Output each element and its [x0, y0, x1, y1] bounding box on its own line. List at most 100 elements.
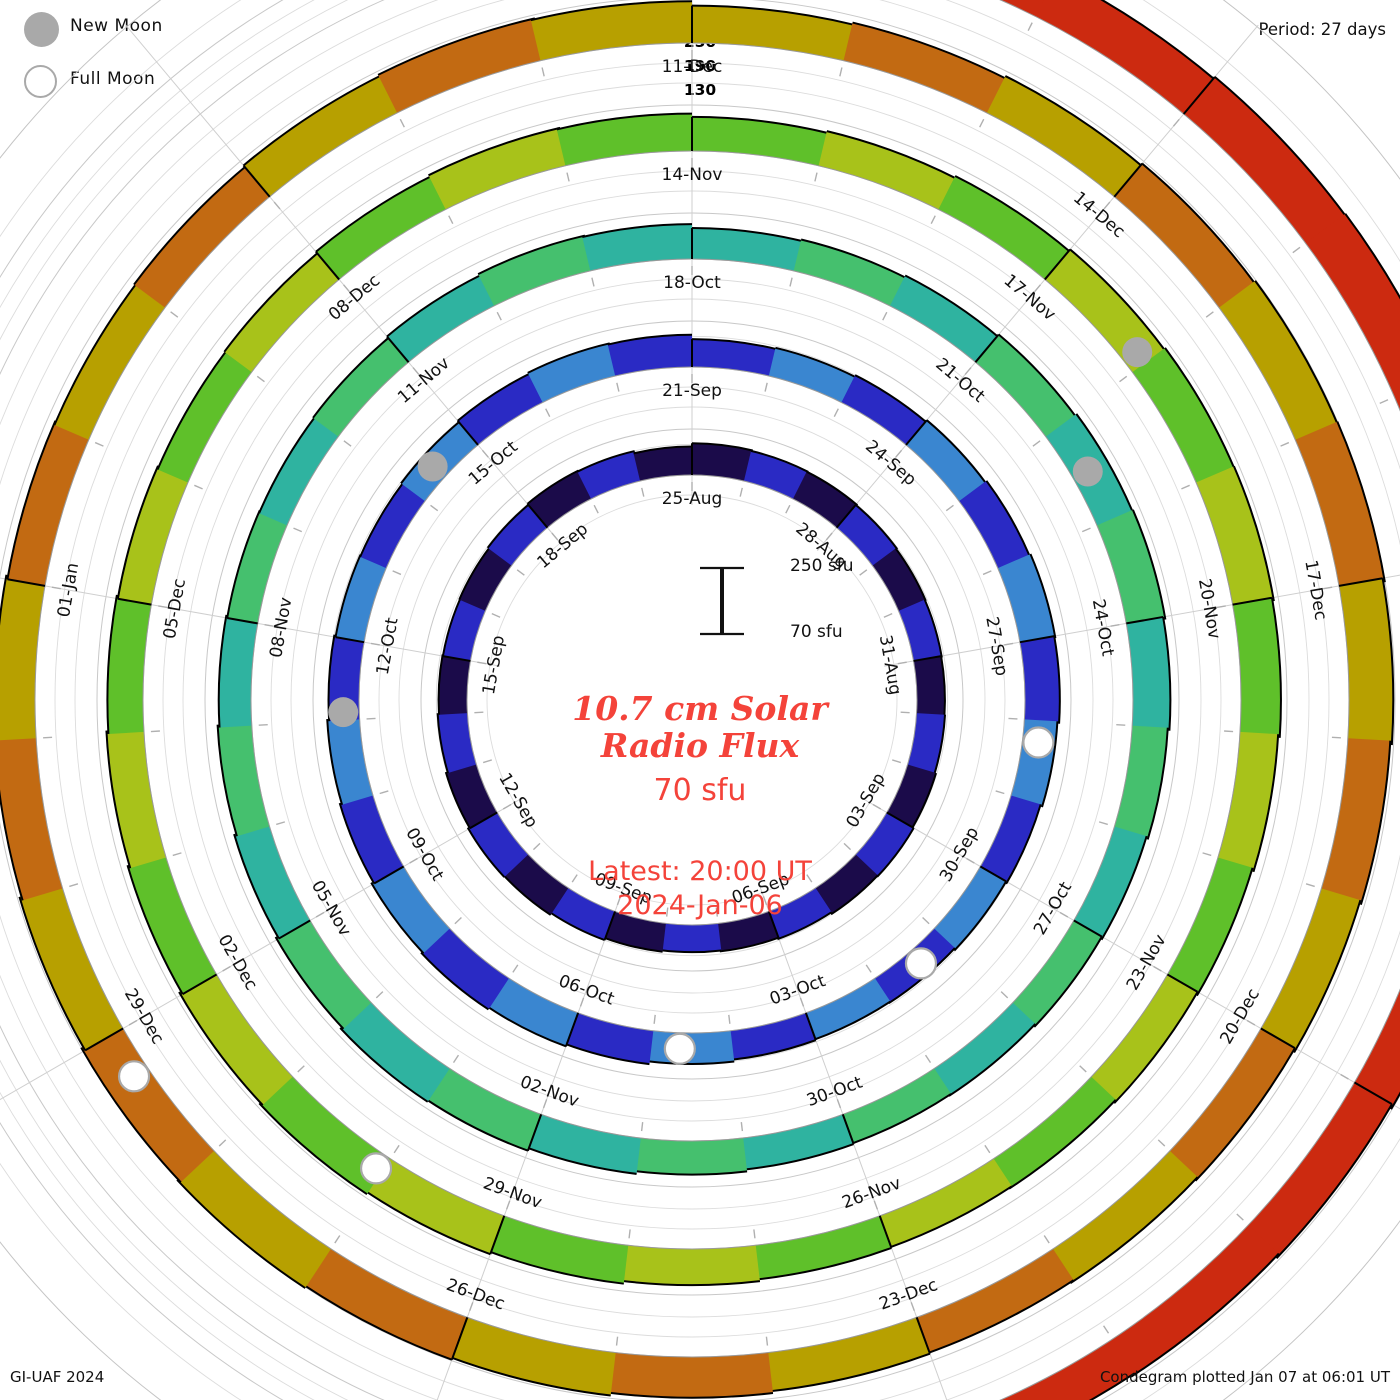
flux-segment — [898, 599, 942, 663]
flux-segment — [1352, 989, 1400, 1110]
flux-segment — [876, 1158, 1012, 1249]
ring-date-label: 29-Nov — [480, 1174, 544, 1214]
flux-segment — [339, 793, 404, 884]
flux-segment — [1049, 1150, 1198, 1284]
flux-segment — [1108, 1224, 1279, 1377]
new-moon-legend-label: New Moon — [70, 16, 163, 36]
flux-segment — [457, 373, 545, 445]
full-moon-icon — [24, 65, 57, 98]
flux-segment — [607, 334, 692, 376]
flux-segment — [932, 1002, 1036, 1096]
flux-segment — [818, 131, 958, 211]
flux-segment — [1113, 725, 1168, 840]
flux-segment — [764, 1317, 930, 1392]
flux-segment — [840, 1068, 952, 1145]
flux-segment — [421, 927, 510, 1010]
flux-segment — [912, 1248, 1074, 1354]
flux-segment — [340, 1000, 450, 1102]
flux-segment — [1132, 347, 1235, 486]
flux-segment — [312, 336, 411, 437]
flux-segment — [442, 598, 486, 661]
flux-segment — [527, 470, 593, 528]
flux-segment — [1072, 826, 1147, 940]
flux-segment — [1167, 1028, 1295, 1181]
flux-segment — [0, 734, 63, 901]
full-moon-marker — [1022, 726, 1055, 759]
flux-segment — [1245, 1082, 1392, 1259]
flux-segment — [428, 127, 569, 210]
flux-segment — [448, 1315, 616, 1396]
flux-segment — [487, 1214, 629, 1284]
flux-segment — [487, 503, 549, 566]
flux-segment — [157, 349, 254, 483]
new-moon-icon — [24, 12, 59, 47]
flux-segment — [360, 482, 427, 569]
flux-segment — [768, 347, 857, 404]
flux-segment — [1394, 394, 1400, 411]
ring-date-label: 02-Nov — [517, 1072, 581, 1112]
flux-segment — [371, 864, 450, 954]
flux-segment — [1258, 888, 1361, 1053]
flux-segment — [378, 18, 545, 113]
flux-segment — [459, 547, 513, 611]
flux-segment — [1295, 421, 1385, 590]
flux-segment — [117, 465, 190, 605]
flux-segment — [854, 812, 914, 877]
flux-segment — [179, 971, 293, 1106]
ring-date-label: 12-Oct — [373, 616, 403, 677]
flux-segment — [315, 175, 449, 280]
flux-segment — [1010, 920, 1102, 1027]
flux-segment — [1019, 636, 1060, 724]
ring-date-label: 06-Oct — [556, 971, 617, 1010]
flux-segment — [997, 554, 1056, 645]
flux-segment — [606, 1352, 773, 1398]
ring-date-label: 09-Sep — [592, 869, 655, 908]
ring-date-label: 05-Dec — [160, 577, 190, 640]
full-moon-legend-label: Full Moon — [70, 69, 156, 89]
ring-day-ticks — [7, 5, 1393, 1361]
ring-date-label: 26-Nov — [840, 1174, 904, 1214]
flux-segment — [752, 1215, 892, 1280]
flux-segment — [556, 113, 692, 166]
flux-segment — [275, 918, 372, 1029]
flux-segment — [1096, 509, 1166, 627]
ring-date-label: 17-Dec — [1300, 558, 1330, 621]
flux-segment — [1218, 280, 1339, 444]
footer-timestamp: Condegram plotted Jan 07 at 06:01 UT — [1099, 1368, 1390, 1386]
flux-segment — [243, 74, 401, 197]
ring-date-label: 11-Dec — [662, 57, 723, 77]
flux-segment — [527, 343, 618, 403]
period-label: Period: 27 days — [1258, 20, 1386, 39]
full-moon-marker — [359, 1152, 393, 1185]
flux-segment — [218, 614, 259, 728]
flux-segment — [692, 228, 804, 272]
ring-date-label: 18-Oct — [663, 273, 721, 293]
flux-segment — [302, 1246, 468, 1360]
flux-segment — [692, 443, 753, 482]
ring-date-label: 14-Nov — [662, 165, 723, 185]
flux-segment — [907, 713, 946, 775]
flux-segment — [620, 1244, 760, 1286]
flux-segment — [938, 175, 1072, 282]
full-moon-marker — [117, 1060, 151, 1093]
flux-segment — [975, 334, 1077, 439]
ring-date-label: 23-Dec — [877, 1275, 941, 1315]
full-moon-marker — [904, 947, 938, 980]
flux-segment — [1339, 578, 1394, 746]
new-moon-marker — [1072, 456, 1103, 487]
new-moon-marker — [1122, 337, 1153, 368]
flux-segment — [54, 281, 168, 440]
flux-segment — [1216, 731, 1279, 872]
flux-segment — [979, 795, 1041, 884]
flux-segment — [467, 811, 529, 878]
ring-date-label: 01-Jan — [54, 561, 83, 619]
flux-segment — [990, 1076, 1116, 1189]
flux-segment — [889, 275, 1000, 364]
flux-segment — [259, 416, 340, 526]
ring-date-label: 06-Sep — [729, 869, 792, 908]
flux-segment — [487, 977, 579, 1047]
new-moon-marker — [328, 697, 359, 728]
flux-segment — [1089, 974, 1198, 1104]
